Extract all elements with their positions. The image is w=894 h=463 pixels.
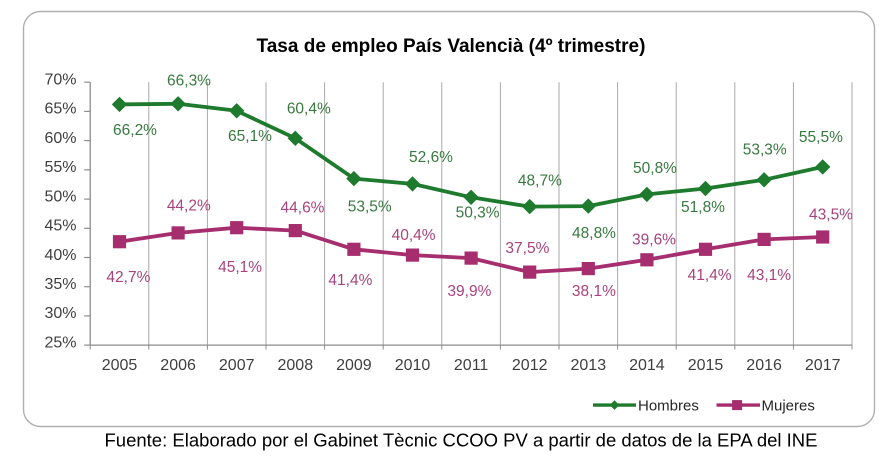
svg-text:45,1%: 45,1% — [218, 259, 262, 276]
svg-text:Tasa de empleo País Valencià (: Tasa de empleo País Valencià (4º trimest… — [257, 36, 646, 57]
svg-text:2016: 2016 — [746, 357, 782, 374]
svg-text:2015: 2015 — [688, 357, 724, 374]
svg-text:2012: 2012 — [512, 357, 548, 374]
svg-text:Hombres: Hombres — [638, 397, 699, 414]
svg-text:2017: 2017 — [805, 357, 841, 374]
svg-text:66,2%: 66,2% — [113, 122, 157, 139]
svg-text:40,4%: 40,4% — [392, 227, 436, 244]
svg-text:2009: 2009 — [336, 357, 372, 374]
svg-text:Mujeres: Mujeres — [762, 397, 815, 414]
svg-text:25%: 25% — [44, 334, 76, 351]
svg-text:2011: 2011 — [454, 357, 489, 374]
svg-text:41,4%: 41,4% — [688, 267, 732, 284]
svg-text:39,9%: 39,9% — [447, 283, 491, 300]
svg-text:66,3%: 66,3% — [167, 72, 211, 89]
svg-text:48,8%: 48,8% — [572, 225, 616, 242]
svg-text:37,5%: 37,5% — [505, 240, 549, 257]
svg-text:53,3%: 53,3% — [743, 141, 787, 158]
svg-text:2010: 2010 — [395, 357, 431, 374]
svg-text:2008: 2008 — [278, 357, 314, 374]
svg-text:2005: 2005 — [102, 357, 138, 374]
svg-text:44,2%: 44,2% — [167, 198, 211, 215]
svg-text:52,6%: 52,6% — [409, 149, 453, 166]
svg-text:65%: 65% — [44, 101, 76, 118]
svg-text:65,1%: 65,1% — [228, 128, 272, 145]
svg-text:48,7%: 48,7% — [518, 172, 562, 189]
svg-text:2006: 2006 — [160, 357, 196, 374]
svg-text:70%: 70% — [44, 72, 76, 89]
svg-text:42,7%: 42,7% — [106, 269, 150, 286]
svg-text:35%: 35% — [44, 276, 76, 293]
svg-text:2014: 2014 — [629, 357, 665, 374]
svg-text:55,5%: 55,5% — [799, 129, 843, 146]
svg-text:38,1%: 38,1% — [572, 283, 616, 300]
svg-text:41,4%: 41,4% — [328, 272, 372, 289]
svg-text:30%: 30% — [44, 305, 76, 322]
svg-text:53,5%: 53,5% — [348, 199, 392, 216]
svg-text:2013: 2013 — [571, 357, 607, 374]
svg-text:Fuente: Elaborado por el Gabin: Fuente: Elaborado por el Gabinet Tècnic … — [105, 430, 818, 451]
svg-text:2007: 2007 — [219, 357, 255, 374]
svg-text:60%: 60% — [44, 130, 76, 147]
svg-text:50,3%: 50,3% — [456, 205, 500, 222]
svg-text:60,4%: 60,4% — [287, 101, 331, 118]
svg-text:50,8%: 50,8% — [633, 160, 677, 177]
svg-text:45%: 45% — [44, 218, 76, 235]
svg-text:55%: 55% — [44, 159, 76, 176]
svg-text:43,5%: 43,5% — [809, 206, 853, 223]
svg-text:39,6%: 39,6% — [632, 232, 676, 249]
svg-text:40%: 40% — [44, 247, 76, 264]
svg-text:51,8%: 51,8% — [681, 199, 725, 216]
svg-text:50%: 50% — [44, 188, 76, 205]
svg-text:43,1%: 43,1% — [747, 267, 791, 284]
svg-text:44,6%: 44,6% — [281, 199, 325, 216]
